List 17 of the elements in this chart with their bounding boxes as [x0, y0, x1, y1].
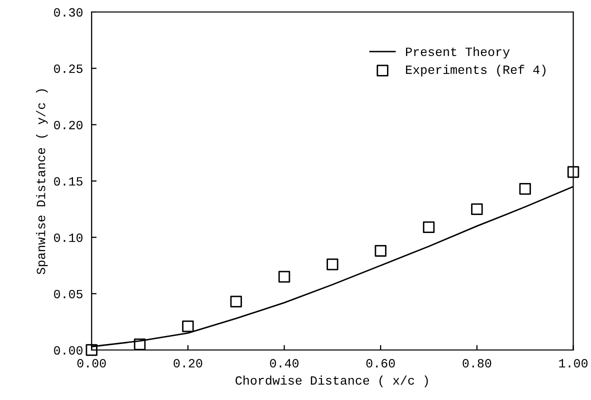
y-tick-label: 0.25	[54, 64, 82, 73]
y-axis-title: Spanwise Distance ( y/c )	[36, 89, 48, 274]
y-tick-label: 0.30	[54, 8, 82, 17]
legend-label: Experiments (Ref 4)	[406, 64, 546, 76]
x-axis-title: Chordwise Distance ( x/c )	[236, 376, 428, 388]
x-tick-label: 0.60	[366, 359, 395, 368]
x-tick-label: 0.80	[462, 359, 492, 368]
x-tick-label: 0.00	[77, 359, 106, 368]
x-tick-label: 0.40	[270, 359, 299, 368]
x-tick-label: 1.00	[559, 359, 588, 368]
y-tick-label: 0.05	[54, 290, 82, 298]
y-tick-label: 0.10	[54, 234, 82, 242]
y-tick-label: 0.20	[54, 120, 82, 130]
y-tick-label: 0.15	[54, 177, 82, 186]
y-tick-label: 0.00	[54, 346, 82, 355]
legend-label: Present Theory	[406, 46, 510, 59]
x-tick-label: 0.20	[174, 359, 202, 368]
